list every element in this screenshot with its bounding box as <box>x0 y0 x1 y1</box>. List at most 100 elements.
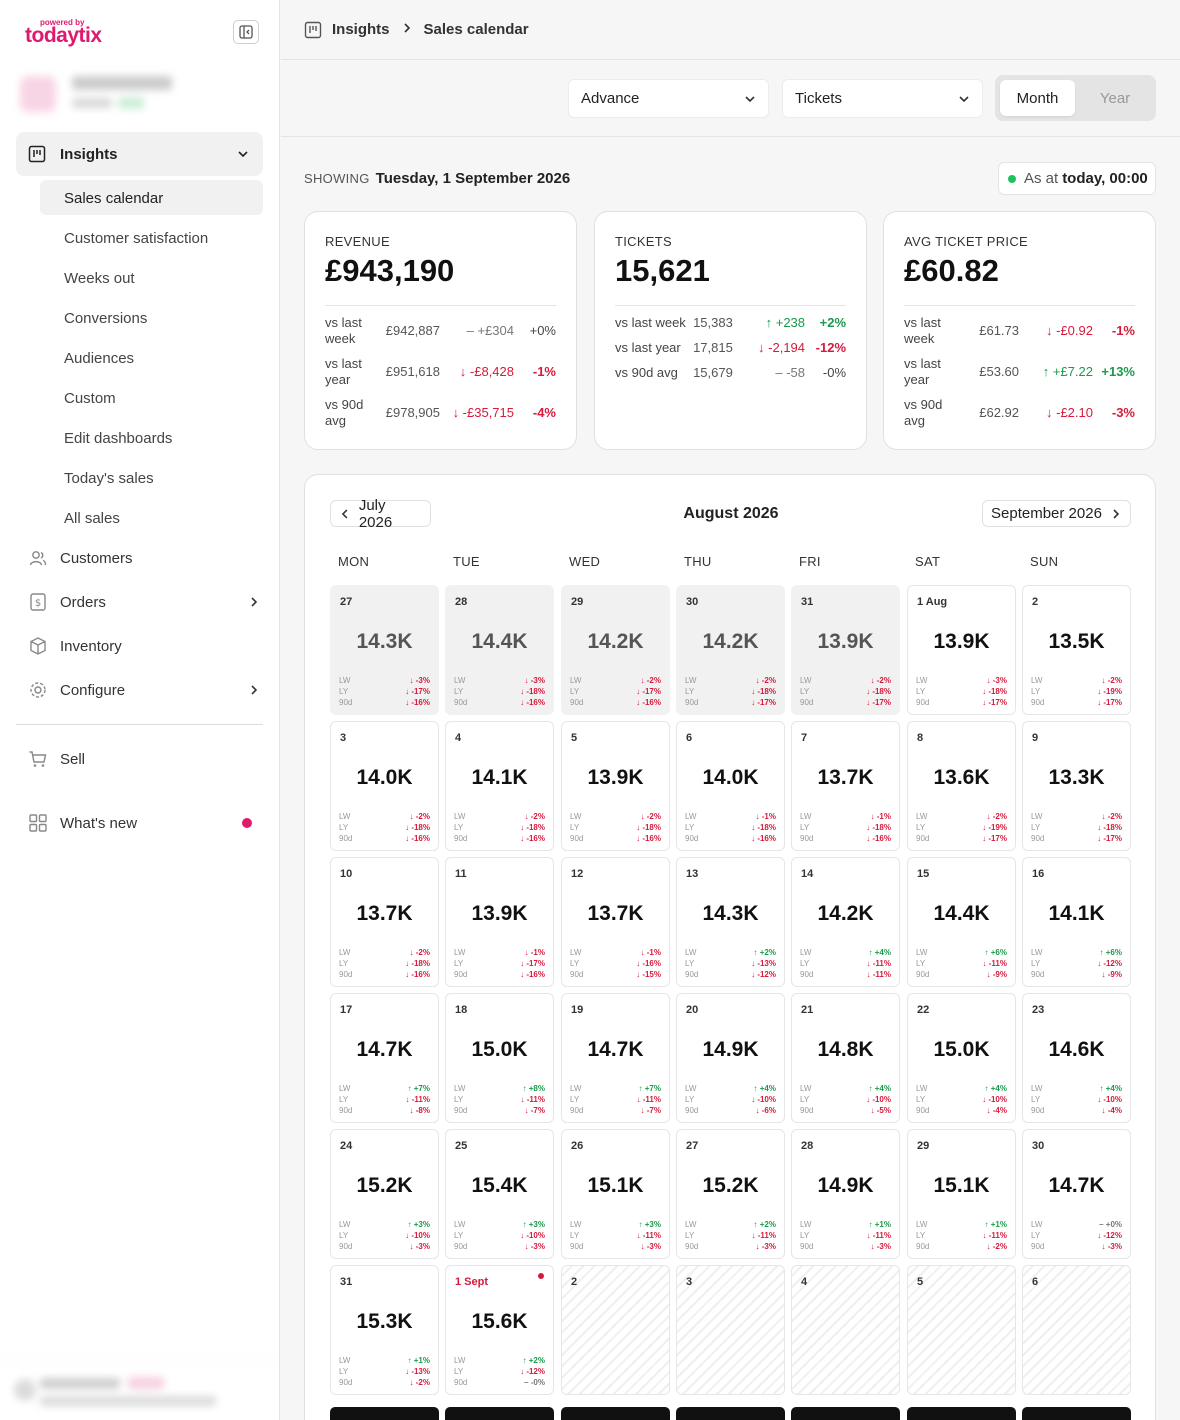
mode-select[interactable]: Advance <box>568 79 769 118</box>
calendar-day[interactable]: 30 14.7K LW – +0% LY ↓ -12% 90d ↓ -3% <box>1022 1129 1131 1259</box>
metric-label: LW <box>570 1084 582 1093</box>
calendar-day[interactable]: 28 14.4K LW ↓ -3% LY ↓ -18% 90d ↓ -16% <box>445 585 554 715</box>
sidebar-item-weeks-out[interactable]: Weeks out <box>64 270 135 287</box>
calendar-day[interactable]: 24 15.2K LW ↑ +3% LY ↓ -10% 90d ↓ -3% <box>330 1129 439 1259</box>
calendar-day[interactable]: 10 13.7K LW ↓ -2% LY ↓ -18% 90d ↓ -16% <box>330 857 439 987</box>
sidebar-item-custom[interactable]: Custom <box>64 390 116 407</box>
sidebar-item-audiences[interactable]: Audiences <box>64 350 135 367</box>
sidebar-item-orders[interactable]: $ Orders <box>28 592 260 612</box>
calendar-day[interactable]: 27 15.2K LW ↑ +2% LY ↓ -11% 90d ↓ -3% <box>676 1129 785 1259</box>
sidebar-item-sales-calendar[interactable]: Sales calendar <box>40 180 263 215</box>
user-menu[interactable] <box>0 1360 280 1420</box>
calendar-day[interactable]: 29 14.2K LW ↓ -2% LY ↓ -17% 90d ↓ -16% <box>561 585 670 715</box>
metric-change: ↓ -2% <box>524 812 545 821</box>
calendar-day[interactable]: 9 13.3K LW ↓ -2% LY ↓ -18% 90d ↓ -17% <box>1022 721 1131 851</box>
sidebar-item-edit-dashboards[interactable]: Edit dashboards <box>64 430 173 447</box>
weekday-header: SUN <box>1030 554 1059 569</box>
nav-group-insights[interactable]: Insights <box>16 132 263 176</box>
organisation-switcher[interactable] <box>20 72 260 116</box>
day-metrics: LW ↑ +1% LY ↓ -13% 90d ↓ -2% <box>339 1355 430 1388</box>
calendar-day[interactable]: 1 Sept 15.6K LW ↑ +2% LY ↓ -12% 90d – -0% <box>445 1265 554 1395</box>
day-metrics: LW ↓ -2% LY ↓ -18% 90d ↓ -17% <box>685 675 776 708</box>
day-metrics: LW ↓ -1% LY ↓ -16% 90d ↓ -15% <box>570 947 661 980</box>
calendar-day[interactable]: 17 14.7K LW ↑ +7% LY ↓ -11% 90d ↓ -8% <box>330 993 439 1123</box>
day-metrics: LW ↓ -3% LY ↓ -18% 90d ↓ -16% <box>454 675 545 708</box>
calendar-day[interactable]: 27 14.3K LW ↓ -3% LY ↓ -17% 90d ↓ -16% <box>330 585 439 715</box>
day-summary-button[interactable] <box>330 1407 439 1420</box>
calendar-day[interactable]: 28 14.9K LW ↑ +1% LY ↓ -11% 90d ↓ -3% <box>791 1129 900 1259</box>
calendar-day[interactable]: 3 14.0K LW ↓ -2% LY ↓ -18% 90d ↓ -16% <box>330 721 439 851</box>
calendar-day[interactable]: 1 Aug 13.9K LW ↓ -3% LY ↓ -18% 90d ↓ -17% <box>907 585 1016 715</box>
sidebar-item-conversions[interactable]: Conversions <box>64 310 148 327</box>
metric-row: LW ↓ -2% <box>570 675 661 686</box>
sidebar-item-whats-new[interactable]: What's new <box>28 813 260 833</box>
calendar-day[interactable]: 25 15.4K LW ↑ +3% LY ↓ -10% 90d ↓ -3% <box>445 1129 554 1259</box>
comparison-label: vs last year <box>325 356 362 387</box>
metric-row: 90d ↓ -16% <box>454 833 545 844</box>
sidebar-item-all-sales[interactable]: All sales <box>64 510 120 527</box>
calendar-day[interactable]: 13 14.3K LW ↑ +2% LY ↓ -13% 90d ↓ -12% <box>676 857 785 987</box>
prev-month-button[interactable]: July 2026 <box>330 497 431 531</box>
calendar-day[interactable]: 8 13.6K LW ↓ -2% LY ↓ -19% 90d ↓ -17% <box>907 721 1016 851</box>
metric-change: ↓ -16% <box>636 834 661 843</box>
day-summary-button[interactable] <box>445 1407 554 1420</box>
day-summary-button[interactable] <box>791 1407 900 1420</box>
metric-label: LY <box>570 1095 580 1104</box>
new-indicator-dot <box>242 818 252 828</box>
sidebar-item-sell[interactable]: Sell <box>28 749 260 769</box>
period-year-button[interactable]: Year <box>1099 89 1131 107</box>
breadcrumb-insights[interactable]: Insights <box>332 21 390 38</box>
calendar-day[interactable]: 14 14.2K LW ↑ +4% LY ↓ -11% 90d ↓ -11% <box>791 857 900 987</box>
sidebar-item-todays-sales[interactable]: Today's sales <box>64 470 154 487</box>
day-label: 29 <box>571 596 584 608</box>
calendar-day[interactable]: 2 13.5K LW ↓ -2% LY ↓ -19% 90d ↓ -17% <box>1022 585 1131 715</box>
day-summary-button[interactable] <box>1022 1407 1131 1420</box>
calendar-day[interactable]: 11 13.9K LW ↓ -1% LY ↓ -17% 90d ↓ -16% <box>445 857 554 987</box>
collapse-sidebar-button[interactable] <box>233 20 259 44</box>
sidebar-item-inventory[interactable]: Inventory <box>28 636 260 656</box>
metric-label: LY <box>800 1095 810 1104</box>
calendar-day[interactable]: 12 13.7K LW ↓ -1% LY ↓ -16% 90d ↓ -15% <box>561 857 670 987</box>
day-label: 19 <box>571 1004 584 1016</box>
calendar-day[interactable]: 6 14.0K LW ↓ -1% LY ↓ -18% 90d ↓ -16% <box>676 721 785 851</box>
sidebar-item-configure[interactable]: Configure <box>28 680 260 700</box>
day-summary-button[interactable] <box>561 1407 670 1420</box>
sidebar-item-customers[interactable]: Customers <box>28 548 260 568</box>
metric-change: ↓ -18% <box>520 823 545 832</box>
kpi-comparison-row: vs last year £951,618 ↓ -£8,428 -1% <box>325 356 556 388</box>
day-value: 14.0K <box>702 766 759 789</box>
day-metrics: LW ↑ +1% LY ↓ -11% 90d ↓ -3% <box>800 1219 891 1252</box>
calendar-day[interactable]: 19 14.7K LW ↑ +7% LY ↓ -11% 90d ↓ -7% <box>561 993 670 1123</box>
users-icon <box>28 548 48 568</box>
calendar-day[interactable]: 4 14.1K LW ↓ -2% LY ↓ -18% 90d ↓ -16% <box>445 721 554 851</box>
calendar-day[interactable]: 31 15.3K LW ↑ +1% LY ↓ -13% 90d ↓ -2% <box>330 1265 439 1395</box>
calendar-day[interactable]: 21 14.8K LW ↑ +4% LY ↓ -10% 90d ↓ -5% <box>791 993 900 1123</box>
calendar-day[interactable]: 26 15.1K LW ↑ +3% LY ↓ -11% 90d ↓ -3% <box>561 1129 670 1259</box>
metric-row: LY ↓ -17% <box>339 686 430 697</box>
metric-row: LW ↓ -3% <box>339 675 430 686</box>
metric-label: LY <box>800 823 810 832</box>
metric-row: 90d ↓ -9% <box>916 969 1007 980</box>
metric-row: LY ↓ -12% <box>454 1366 545 1377</box>
todaytix-logo[interactable]: todaytix <box>25 24 102 47</box>
calendar-day[interactable]: 20 14.9K LW ↑ +4% LY ↓ -10% 90d ↓ -6% <box>676 993 785 1123</box>
comparison-percent: +2% <box>819 315 847 330</box>
metric-change: ↓ -15% <box>636 970 661 979</box>
metric-change: ↓ -10% <box>405 1231 430 1240</box>
calendar-day[interactable]: 18 15.0K LW ↑ +8% LY ↓ -11% 90d ↓ -7% <box>445 993 554 1123</box>
next-month-button[interactable]: September 2026 <box>982 500 1131 527</box>
day-summary-button[interactable] <box>676 1407 785 1420</box>
calendar-day[interactable]: 16 14.1K LW ↑ +6% LY ↓ -12% 90d ↓ -9% <box>1022 857 1131 987</box>
period-month-button[interactable]: Month <box>1000 80 1075 116</box>
calendar-day[interactable]: 15 14.4K LW ↑ +6% LY ↓ -11% 90d ↓ -9% <box>907 857 1016 987</box>
calendar-day[interactable]: 31 13.9K LW ↓ -2% LY ↓ -18% 90d ↓ -17% <box>791 585 900 715</box>
calendar-day[interactable]: 5 13.9K LW ↓ -2% LY ↓ -18% 90d ↓ -16% <box>561 721 670 851</box>
day-summary-button[interactable] <box>907 1407 1016 1420</box>
metric-select[interactable]: Tickets <box>782 79 983 118</box>
calendar-day[interactable]: 30 14.2K LW ↓ -2% LY ↓ -18% 90d ↓ -17% <box>676 585 785 715</box>
calendar-day[interactable]: 7 13.7K LW ↓ -1% LY ↓ -18% 90d ↓ -16% <box>791 721 900 851</box>
sidebar-item-customer-satisfaction[interactable]: Customer satisfaction <box>64 230 209 247</box>
calendar-day[interactable]: 23 14.6K LW ↑ +4% LY ↓ -10% 90d ↓ -4% <box>1022 993 1131 1123</box>
calendar-day[interactable]: 29 15.1K LW ↑ +1% LY ↓ -11% 90d ↓ -2% <box>907 1129 1016 1259</box>
calendar-day[interactable]: 22 15.0K LW ↑ +4% LY ↓ -10% 90d ↓ -4% <box>907 993 1016 1123</box>
